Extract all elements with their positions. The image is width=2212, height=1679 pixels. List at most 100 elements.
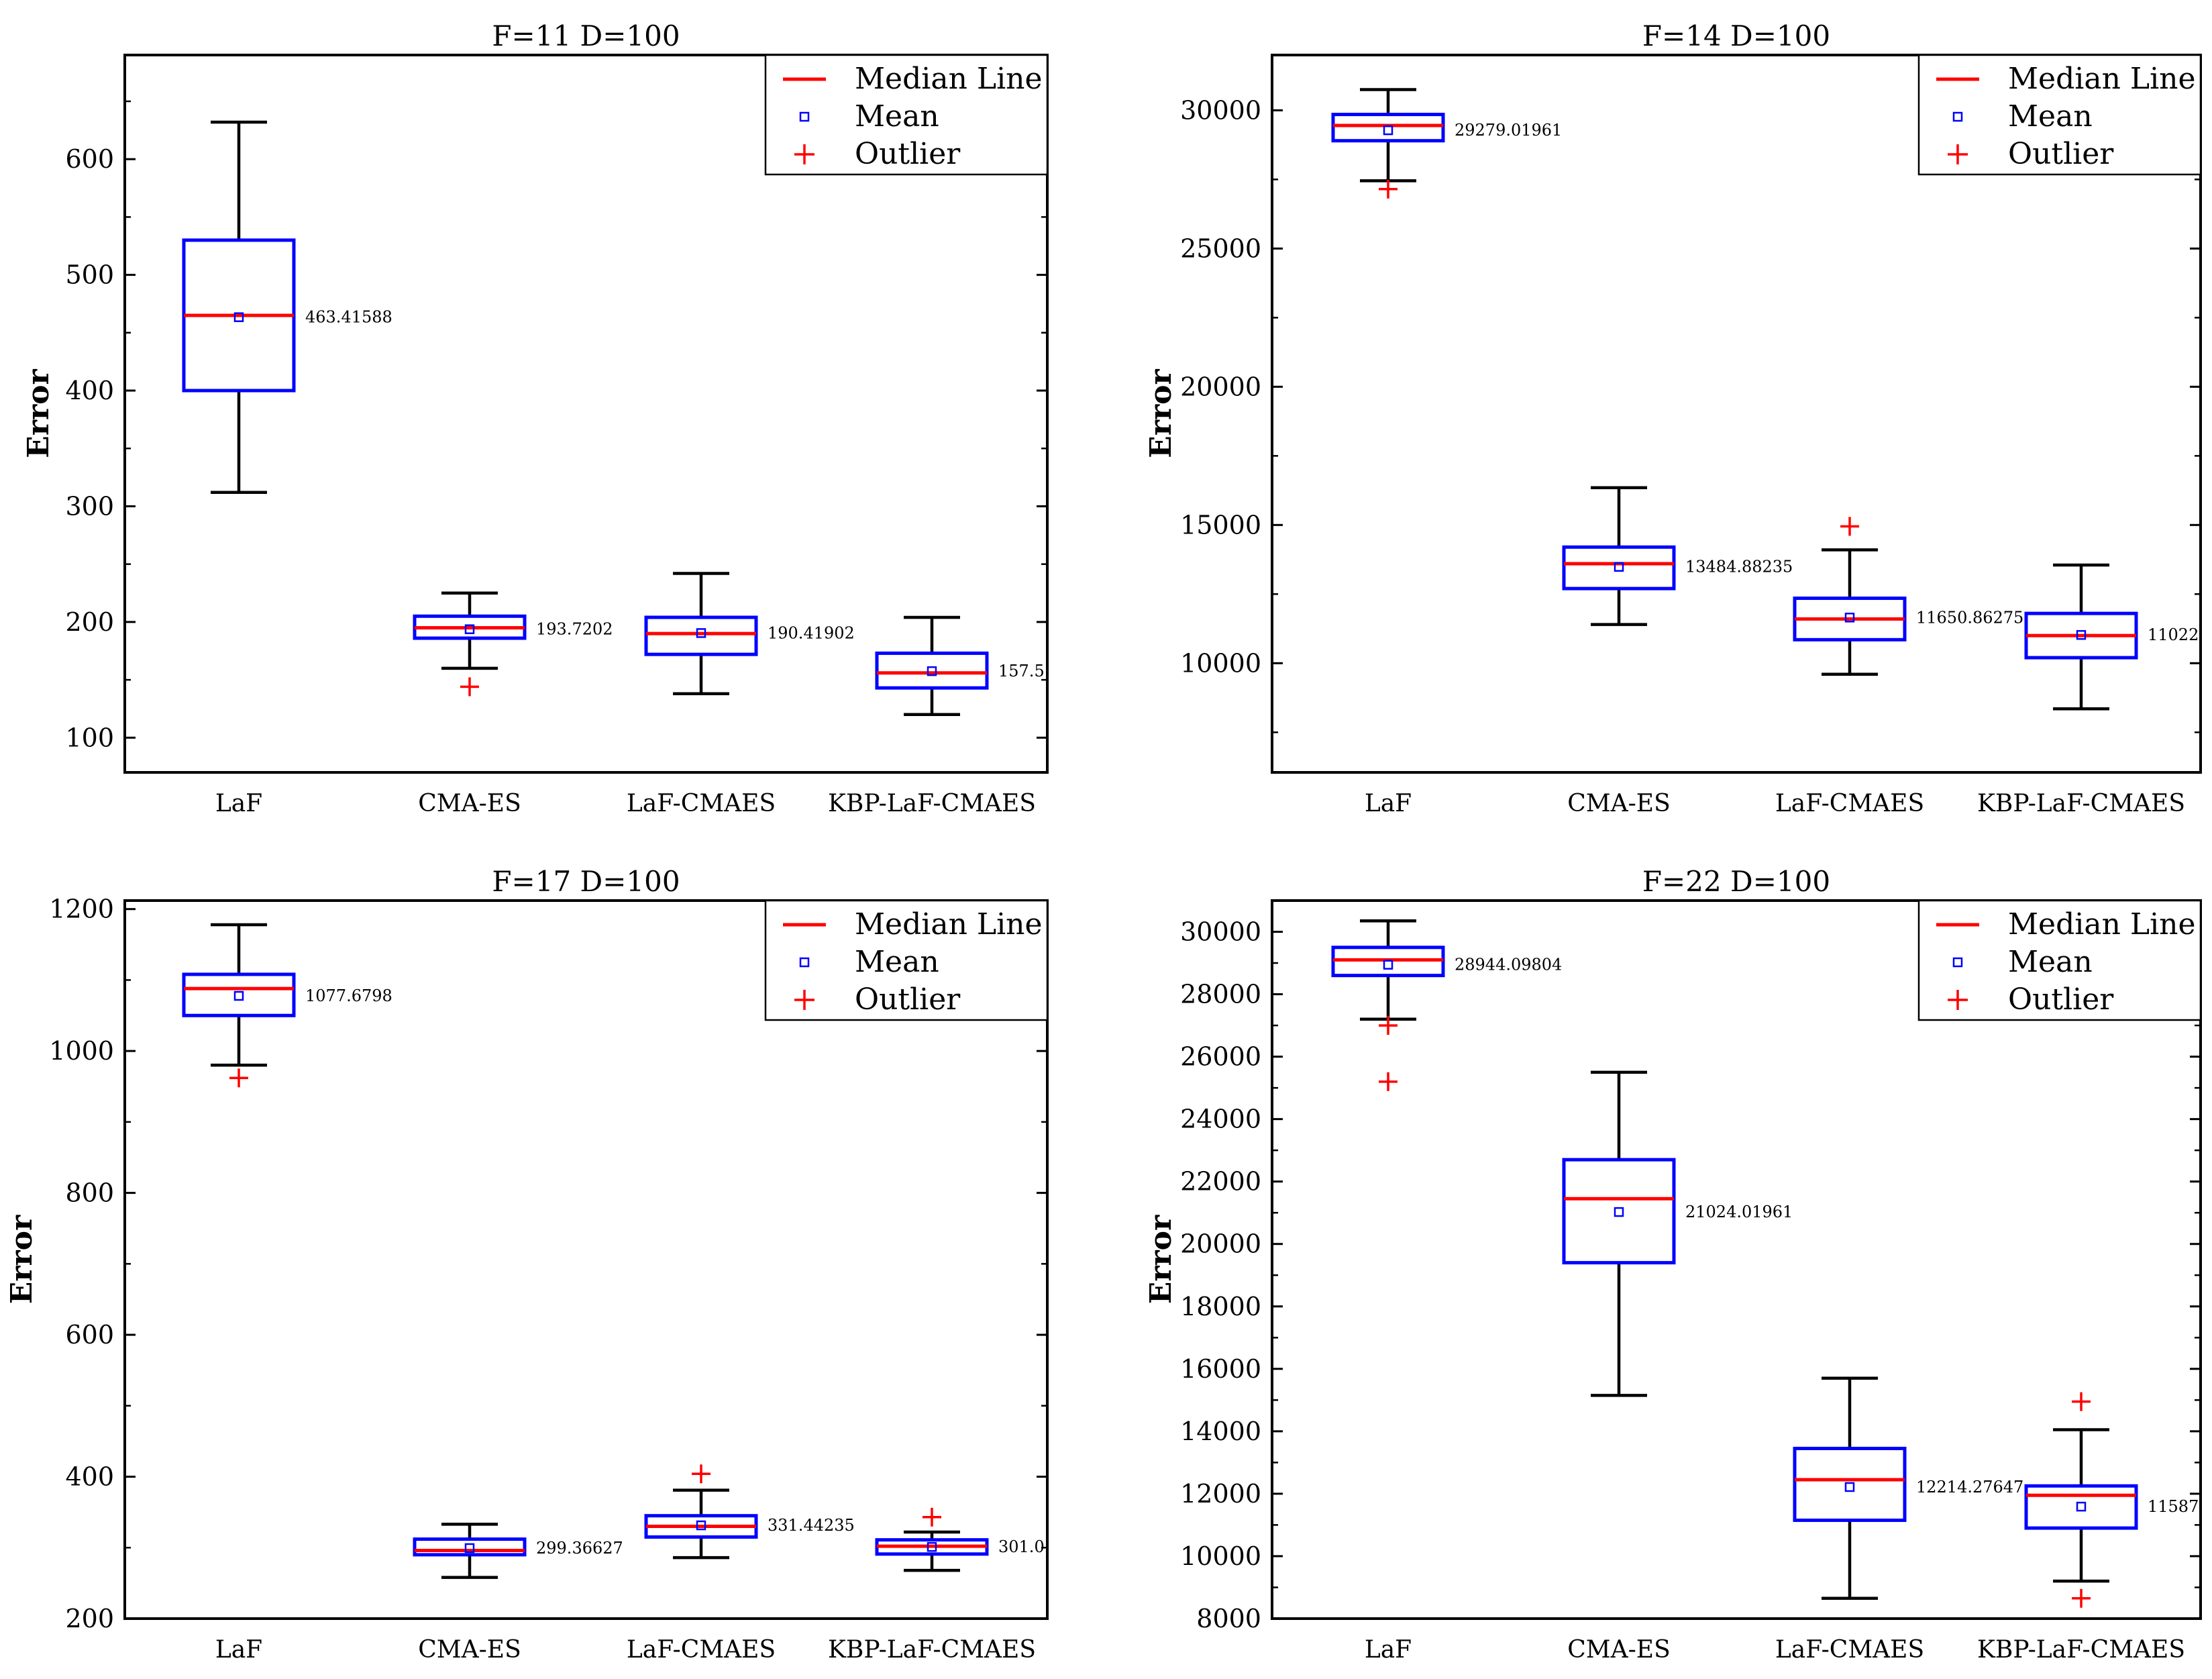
legend-outlier-label: Outlier xyxy=(855,982,961,1017)
x-tick-label: CMA-ES xyxy=(1567,1636,1671,1664)
y-tick-label: 500 xyxy=(65,260,114,290)
y-tick-label: 200 xyxy=(65,607,114,637)
outlier-marker xyxy=(460,677,479,697)
outlier-marker xyxy=(1379,1072,1398,1091)
legend-mean-swatch xyxy=(1952,111,1963,122)
y-tick-label: 600 xyxy=(65,1320,114,1350)
outlier-marker xyxy=(1379,179,1398,199)
box-CMA-ES: 13484.88235 xyxy=(1562,486,1793,626)
mean-marker xyxy=(1383,960,1393,970)
legend-outlier-label: Outlier xyxy=(2008,137,2114,171)
iqr-box xyxy=(1331,113,1445,143)
chart-title: F=17 D=100 xyxy=(492,865,680,898)
mean-marker xyxy=(1383,125,1393,136)
mean-marker xyxy=(1844,613,1855,623)
box-LaF: 463.41588 xyxy=(182,120,392,494)
clip-cover xyxy=(1049,55,1270,772)
y-tick-label: 18000 xyxy=(1180,1292,1261,1321)
legend-mean-swatch xyxy=(799,111,810,122)
outlier-marker xyxy=(229,1068,248,1088)
iqr-box xyxy=(1793,1446,1907,1522)
outlier-marker xyxy=(1840,517,1859,536)
y-tick-label: 400 xyxy=(65,376,114,405)
box-CMA-ES: 299.36627 xyxy=(413,1523,623,1579)
mean-marker xyxy=(2076,1501,2087,1512)
box-CMA-ES: 193.7202 xyxy=(413,591,613,697)
x-tick-label: LaF xyxy=(215,790,262,817)
iqr-box xyxy=(644,615,758,656)
legend-median-label: Median Line xyxy=(855,62,1043,96)
y-tick-label: 16000 xyxy=(1180,1354,1261,1384)
y-tick-label: 1200 xyxy=(49,895,114,924)
chart-title: F=14 D=100 xyxy=(1642,19,1830,52)
iqr-box xyxy=(182,972,296,1017)
mean-marker xyxy=(233,990,244,1001)
legend-median-label: Median Line xyxy=(855,907,1043,942)
legend-mean-swatch xyxy=(1952,957,1963,968)
x-tick-label: LaF-CMAES xyxy=(627,1636,776,1664)
mean-label: 463.41588 xyxy=(305,308,392,327)
mean-marker xyxy=(1614,562,1624,572)
legend-median-label: Median Line xyxy=(2008,907,2196,942)
mean-label: 11587. xyxy=(2148,1497,2204,1516)
mean-marker xyxy=(1844,1482,1855,1492)
clip-cover xyxy=(2202,901,2212,1619)
iqr-box xyxy=(413,1537,527,1557)
outlier-marker xyxy=(1379,1016,1398,1035)
y-tick-label: 15000 xyxy=(1180,510,1261,540)
y-tick-label: 200 xyxy=(65,1604,114,1633)
mean-marker xyxy=(927,666,937,676)
iqr-box xyxy=(1562,545,1676,591)
outlier-marker xyxy=(2072,1392,2091,1411)
x-tick-label: LaF-CMAES xyxy=(1775,790,1924,817)
x-tick-label: LaF-CMAES xyxy=(1775,1636,1924,1664)
y-tick-label: 25000 xyxy=(1180,234,1261,263)
mean-marker xyxy=(696,628,706,638)
y-axis-label: Error xyxy=(5,1215,39,1304)
plot-frame xyxy=(123,899,1049,1620)
box-LaF: 28944.09804 xyxy=(1331,919,1562,1091)
box-LaF-CMAES: 190.41902 xyxy=(644,572,855,696)
x-tick-label: CMA-ES xyxy=(418,790,521,817)
y-tick-label: 10000 xyxy=(1180,1541,1261,1571)
x-tick-label: LaF xyxy=(1365,790,1412,817)
mean-label: 29279.01961 xyxy=(1455,121,1562,140)
x-tick-label: LaF-CMAES xyxy=(627,790,776,817)
y-tick-label: 14000 xyxy=(1180,1417,1261,1446)
mean-marker xyxy=(2076,629,2087,640)
iqr-box xyxy=(2024,1484,2138,1530)
y-tick-label: 1000 xyxy=(49,1036,114,1066)
mean-marker xyxy=(464,1543,475,1554)
x-tick-label: LaF xyxy=(215,1636,262,1664)
chart-panel-2: F=14 D=100 Error 10000 15000 20000 25000 30000… xyxy=(1144,19,2212,817)
mean-label: 11650.86275 xyxy=(1916,608,2023,627)
box-LaF: 29279.01961 xyxy=(1331,88,1562,199)
plot-frame xyxy=(1271,899,2202,1620)
y-tick-label: 30000 xyxy=(1180,95,1261,125)
legend-frame xyxy=(1917,899,2202,1021)
legend-outlier-label: Outlier xyxy=(855,137,961,171)
y-tick-label: 26000 xyxy=(1180,1042,1261,1072)
y-tick-label: 800 xyxy=(65,1178,114,1208)
mean-label: 28944.09804 xyxy=(1455,956,1562,974)
x-tick-label: KBP-LaF-CMAES xyxy=(828,1636,1036,1664)
outlier-marker xyxy=(2072,1588,2091,1608)
chart-panel-3: F=17 D=100 Error 200 400 600 800 1000 1200 1077.… xyxy=(5,865,1270,1664)
mean-label: 1077.6798 xyxy=(305,986,392,1005)
mean-label: 331.44235 xyxy=(768,1516,855,1535)
y-tick-label: 30000 xyxy=(1180,917,1261,947)
legend-outlier-label: Outlier xyxy=(2008,982,2114,1017)
outlier-marker xyxy=(923,1507,941,1527)
mean-label: 157.5 xyxy=(998,662,1045,680)
chart-panel-4: F=22 D=100 Error 8000 10000 12000 14000 16000 1… xyxy=(1144,865,2212,1664)
y-tick-label: 300 xyxy=(65,491,114,521)
mean-marker xyxy=(233,312,244,322)
x-tick-label: CMA-ES xyxy=(418,1636,521,1664)
mean-label: 12214.27647 xyxy=(1916,1478,2023,1496)
mean-label: 190.41902 xyxy=(768,623,855,642)
clip-cover xyxy=(2202,55,2212,772)
